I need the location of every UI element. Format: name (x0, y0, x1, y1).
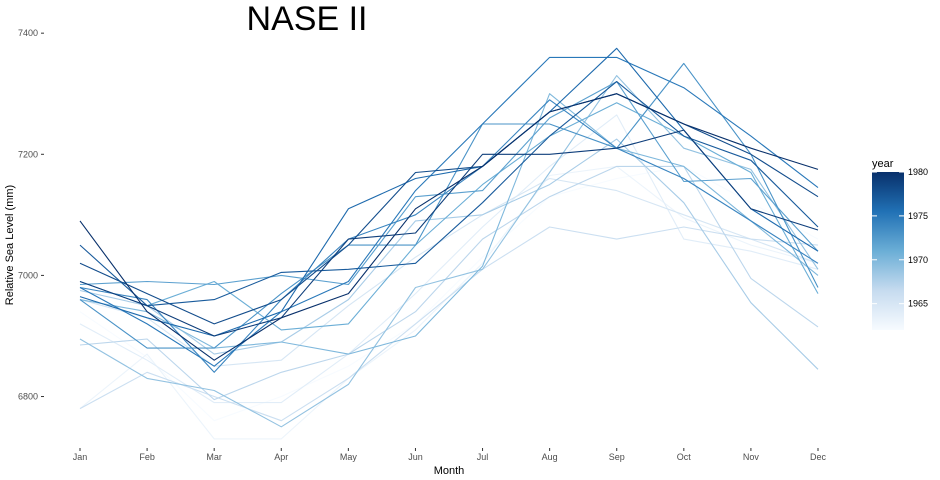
legend-tick-label: 1980 (908, 167, 928, 177)
legend-tick-label: 1965 (908, 299, 928, 309)
series-line-1979 (79, 129, 819, 337)
legend-colorbar (872, 172, 904, 330)
series-line-1980 (79, 93, 819, 361)
x-tick-label: May (340, 452, 358, 462)
x-tick-label: Dec (810, 452, 827, 462)
x-tick-label: Sep (609, 452, 625, 462)
legend: year 1965 1970 1975 1980 (872, 158, 928, 330)
series-line-1978 (79, 93, 819, 325)
x-tick-label: Feb (139, 452, 155, 462)
series-line-1977 (79, 81, 819, 307)
series-line-1976 (79, 47, 819, 337)
y-axis: 6800 7000 7200 7400 (18, 28, 44, 402)
series-line-1969 (79, 75, 819, 428)
x-tick-label: Aug (542, 452, 558, 462)
series-lines (79, 47, 819, 440)
series-line-1968 (79, 138, 819, 370)
x-tick-label: Oct (677, 452, 692, 462)
series-line-1966 (79, 226, 819, 422)
y-tick-label: 6800 (18, 392, 38, 402)
y-tick-label: 7400 (18, 28, 38, 38)
x-axis: Jan Feb Mar Apr May Jun Jul Aug Sep Oct Nov Dec (73, 448, 827, 462)
x-tick-label: Jan (73, 452, 88, 462)
y-tick-label: 7200 (18, 149, 38, 159)
series-line-1974 (79, 99, 819, 373)
y-tick-label: 7000 (18, 270, 38, 280)
legend-title: year (872, 158, 894, 170)
x-tick-label: Nov (743, 452, 760, 462)
series-line-1970 (79, 93, 819, 355)
x-tick-label: Jul (477, 452, 489, 462)
x-tick-label: Mar (206, 452, 222, 462)
y-axis-title: Relative Sea Level (mm) (4, 185, 16, 305)
series-line-1964 (79, 114, 819, 404)
series-line-1972 (79, 81, 819, 286)
x-tick-label: Apr (274, 452, 288, 462)
series-line-1973 (79, 62, 819, 349)
series-line-1975 (79, 56, 819, 367)
x-tick-label: Jun (408, 452, 423, 462)
chart-title: NASE II (247, 0, 368, 38)
series-line-1962 (79, 165, 819, 422)
legend-ticks: 1965 1970 1975 1980 (872, 167, 928, 309)
legend-tick-label: 1970 (908, 255, 928, 265)
series-line-1971 (79, 102, 819, 331)
x-axis-title: Month (434, 465, 465, 477)
legend-tick-label: 1975 (908, 211, 928, 221)
